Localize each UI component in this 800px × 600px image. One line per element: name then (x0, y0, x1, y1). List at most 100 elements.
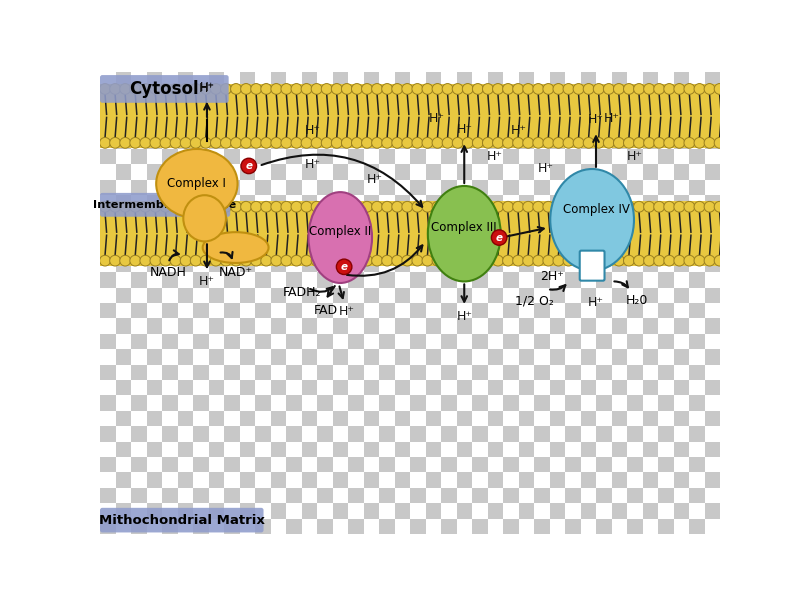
Bar (286, 472, 302, 488)
Bar (441, 349, 457, 365)
Bar (100, 426, 115, 442)
Bar (534, 149, 550, 164)
Bar (209, 164, 224, 180)
Circle shape (180, 83, 191, 94)
Circle shape (654, 255, 665, 266)
Circle shape (241, 137, 251, 148)
Bar (286, 103, 302, 118)
Bar (178, 349, 193, 365)
Bar (302, 88, 317, 103)
Bar (100, 103, 115, 118)
Bar (333, 488, 348, 503)
Bar (705, 503, 720, 518)
Circle shape (150, 255, 161, 266)
Bar (705, 149, 720, 164)
Circle shape (623, 137, 634, 148)
Bar (410, 88, 426, 103)
Bar (317, 164, 333, 180)
Bar (333, 319, 348, 334)
Bar (193, 319, 209, 334)
Bar (441, 365, 457, 380)
Bar (472, 472, 487, 488)
Bar (363, 457, 379, 472)
Bar (472, 319, 487, 334)
Bar (302, 180, 317, 195)
Bar (658, 56, 674, 72)
Bar (581, 518, 596, 534)
Circle shape (482, 202, 494, 212)
Circle shape (513, 83, 523, 94)
Circle shape (714, 137, 725, 148)
Bar (720, 503, 735, 518)
Bar (162, 380, 178, 395)
Circle shape (210, 202, 222, 212)
Bar (705, 118, 720, 134)
Bar (627, 226, 642, 241)
Bar (193, 164, 209, 180)
Bar (611, 134, 627, 149)
Circle shape (170, 137, 181, 148)
Bar (658, 319, 674, 334)
Bar (193, 411, 209, 426)
Text: H⁺: H⁺ (199, 80, 214, 94)
Bar (131, 349, 146, 365)
Bar (255, 395, 270, 411)
Circle shape (200, 255, 211, 266)
Bar (286, 226, 302, 241)
Bar (596, 488, 611, 503)
Bar (518, 72, 534, 88)
Bar (534, 457, 550, 472)
Bar (209, 472, 224, 488)
Bar (239, 257, 255, 272)
Bar (503, 241, 518, 257)
Bar (224, 72, 239, 88)
Bar (627, 72, 642, 88)
Bar (472, 241, 487, 257)
Bar (550, 395, 565, 411)
Bar (100, 226, 115, 241)
Bar (596, 195, 611, 211)
Bar (426, 88, 441, 103)
Bar (627, 134, 642, 149)
Circle shape (160, 83, 171, 94)
Bar (394, 88, 410, 103)
Bar (689, 134, 705, 149)
Bar (611, 103, 627, 118)
Circle shape (210, 255, 222, 266)
Bar (720, 211, 735, 226)
Circle shape (331, 202, 342, 212)
Bar (146, 103, 162, 118)
Bar (131, 134, 146, 149)
Bar (302, 334, 317, 349)
Bar (487, 149, 503, 164)
Bar (224, 411, 239, 426)
Bar (534, 56, 550, 72)
Bar (193, 472, 209, 488)
Bar (642, 488, 658, 503)
Bar (162, 365, 178, 380)
Bar (658, 303, 674, 319)
Bar (302, 442, 317, 457)
Bar (565, 365, 581, 380)
Text: Complex I: Complex I (167, 177, 226, 190)
Bar (178, 180, 193, 195)
Circle shape (654, 83, 665, 94)
Circle shape (583, 255, 594, 266)
Bar (255, 457, 270, 472)
Circle shape (322, 202, 332, 212)
Bar (441, 180, 457, 195)
Bar (627, 365, 642, 380)
Circle shape (684, 137, 695, 148)
Bar (689, 472, 705, 488)
Circle shape (250, 137, 262, 148)
Bar (302, 349, 317, 365)
Bar (658, 88, 674, 103)
Bar (426, 503, 441, 518)
Bar (209, 72, 224, 88)
Bar (146, 442, 162, 457)
Bar (720, 426, 735, 442)
Bar (658, 118, 674, 134)
Bar (689, 457, 705, 472)
Bar (581, 457, 596, 472)
Bar (162, 241, 178, 257)
